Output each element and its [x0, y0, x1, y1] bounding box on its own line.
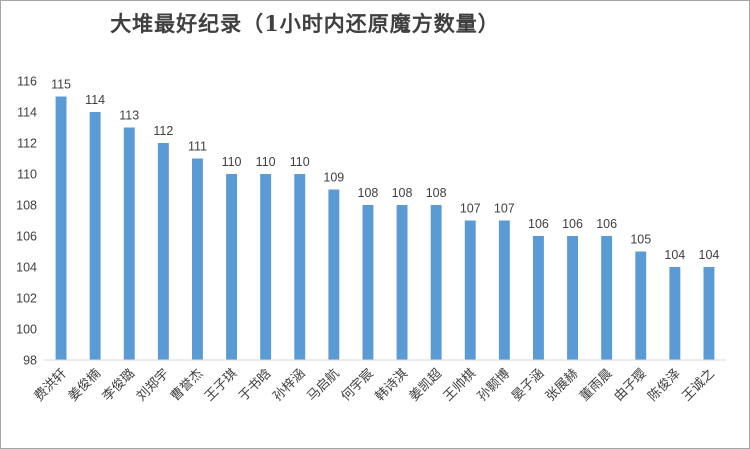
y-tick-label: 106: [16, 230, 37, 244]
x-tick-label: 孙梓涵: [270, 366, 308, 404]
bar: [703, 267, 715, 360]
data-label: 114: [85, 93, 105, 107]
bar: [601, 236, 613, 360]
y-tick-label: 114: [17, 106, 37, 120]
data-label: 106: [562, 217, 583, 231]
data-label: 106: [596, 217, 617, 231]
bar: [396, 205, 408, 360]
data-label: 108: [358, 186, 379, 200]
x-tick-label: 李俊璐: [100, 366, 138, 404]
bars: [55, 96, 715, 360]
data-label: 108: [426, 186, 447, 200]
data-label: 115: [51, 78, 71, 92]
x-tick-label: 张展赫: [543, 366, 581, 404]
data-label: 110: [290, 155, 310, 169]
data-label: 106: [528, 217, 549, 231]
bar: [328, 189, 340, 360]
bar: [294, 174, 306, 360]
x-tick-label: 王诚之: [680, 366, 718, 404]
bar: [635, 251, 647, 360]
x-tick-label: 何宇宸: [338, 366, 377, 405]
x-tick-label: 姜俊楠: [66, 366, 104, 404]
x-tick-label: 由子璎: [611, 366, 649, 404]
y-axis: 98 100 102 104 106 108 110 112 114 116: [16, 75, 37, 368]
data-label: 104: [664, 248, 685, 262]
bar: [123, 127, 135, 360]
bar: [567, 236, 579, 360]
y-tick-label: 102: [16, 292, 37, 306]
data-label: 111: [188, 140, 207, 154]
data-label: 104: [699, 248, 720, 262]
x-tick-label: 孙颢博: [475, 366, 513, 404]
x-tick-label: 于书晗: [236, 366, 275, 405]
y-tick-label: 98: [23, 354, 37, 368]
data-label: 107: [460, 202, 481, 216]
bar: [191, 158, 203, 360]
data-label: 110: [256, 155, 276, 169]
x-tick-label: 刘郑宇: [134, 366, 172, 404]
x-tick-label: 曹誉杰: [168, 366, 206, 404]
data-labels: 115 114 113 112 111 110 110 110 109 108 108 108 107 1…: [51, 78, 719, 263]
bar: [226, 174, 238, 360]
bar: [157, 143, 169, 360]
bar: [498, 220, 510, 360]
y-tick-label: 112: [17, 137, 37, 151]
y-tick-label: 116: [17, 75, 37, 89]
bar: [362, 205, 374, 360]
y-tick-label: 104: [16, 261, 37, 275]
y-tick-label: 100: [16, 323, 37, 337]
y-tick-label: 110: [17, 168, 37, 182]
x-tick-label: 晏子涵: [509, 366, 547, 404]
x-tick-label: 董雨晨: [577, 366, 615, 404]
x-tick-label: 陈俊泽: [645, 366, 684, 405]
x-tick-label: 王子琪: [202, 366, 240, 404]
x-tick-label: 费洪轩: [32, 366, 70, 404]
bar: [55, 96, 67, 360]
bar: [669, 267, 681, 360]
bar: [430, 205, 442, 360]
data-label: 107: [494, 202, 515, 216]
data-label: 113: [119, 109, 139, 123]
bar: [89, 112, 101, 360]
x-axis: 费洪轩姜俊楠李俊璐刘郑宇曹誉杰王子琪于书晗孙梓涵马启航何宇宸韩诗淇姜凯超王帅棋孙…: [32, 359, 726, 405]
data-label: 112: [153, 124, 173, 138]
data-label: 105: [630, 233, 651, 247]
data-label: 110: [222, 155, 242, 169]
data-label: 108: [392, 186, 413, 200]
x-tick-label: 韩诗淇: [373, 366, 411, 404]
bar: [464, 220, 476, 360]
x-tick-label: 姜凯超: [407, 366, 445, 404]
bar: [260, 174, 272, 360]
x-tick-label: 马启航: [304, 366, 343, 405]
chart-title: 大堆最好纪录（1小时内还原魔方数量）: [110, 11, 500, 36]
x-tick-label: 王帅棋: [441, 366, 479, 404]
data-label: 109: [323, 171, 344, 185]
bar: [532, 236, 544, 360]
y-tick-label: 108: [16, 199, 37, 213]
